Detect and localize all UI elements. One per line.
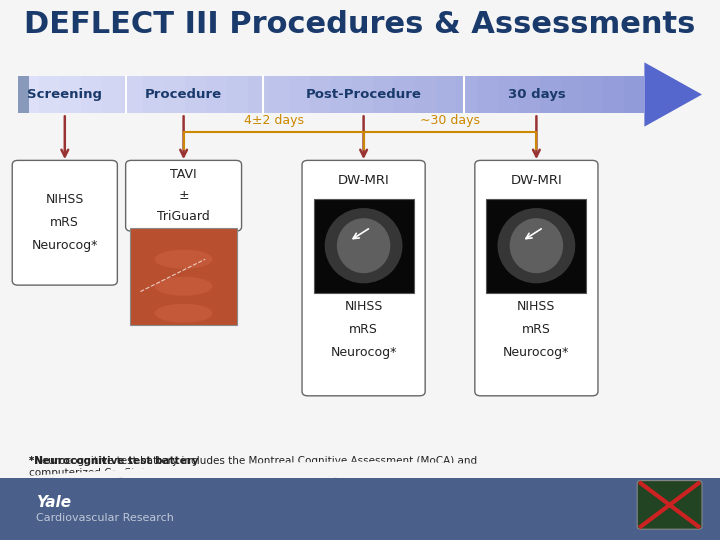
Polygon shape [624,76,644,113]
Text: DEFLECT III Procedures & Assessments: DEFLECT III Procedures & Assessments [24,10,696,39]
FancyBboxPatch shape [637,481,702,529]
FancyBboxPatch shape [314,199,413,293]
Polygon shape [561,76,582,113]
Polygon shape [39,76,60,113]
Polygon shape [456,76,477,113]
Polygon shape [122,76,143,113]
Polygon shape [269,76,289,113]
Text: Yale: Yale [36,495,71,510]
Text: 30 days: 30 days [508,88,565,101]
Ellipse shape [337,218,390,273]
FancyBboxPatch shape [125,160,241,231]
Text: Cardiovascular Research: Cardiovascular Research [36,514,174,523]
Polygon shape [415,76,436,113]
FancyBboxPatch shape [302,160,425,396]
Text: TAVI
±
TriGuard: TAVI ± TriGuard [157,168,210,223]
Polygon shape [394,76,415,113]
Polygon shape [603,76,624,113]
Polygon shape [102,76,122,113]
Polygon shape [0,462,720,478]
Text: DW-MRI: DW-MRI [510,174,562,187]
FancyBboxPatch shape [18,76,29,113]
Polygon shape [206,76,227,113]
Ellipse shape [325,208,402,284]
Polygon shape [310,76,331,113]
Polygon shape [582,76,603,113]
FancyBboxPatch shape [0,478,720,540]
Polygon shape [498,76,519,113]
Text: NIHSS
mRS
Neurocog*: NIHSS mRS Neurocog* [32,193,98,252]
Polygon shape [185,76,206,113]
Ellipse shape [155,276,212,296]
Ellipse shape [155,249,212,268]
Ellipse shape [498,208,575,284]
Text: Screening: Screening [27,88,102,101]
Polygon shape [289,76,310,113]
FancyBboxPatch shape [130,228,238,325]
Text: Procedure: Procedure [145,88,222,101]
Polygon shape [436,76,456,113]
Text: Post-Procedure: Post-Procedure [306,88,421,101]
Polygon shape [143,76,164,113]
Polygon shape [164,76,185,113]
Polygon shape [644,62,702,126]
Polygon shape [373,76,394,113]
Polygon shape [331,76,352,113]
Text: NIHSS
mRS
Neurocog*: NIHSS mRS Neurocog* [330,300,397,359]
FancyBboxPatch shape [475,160,598,396]
FancyBboxPatch shape [487,199,587,293]
Polygon shape [477,76,498,113]
Polygon shape [227,76,248,113]
Polygon shape [60,76,81,113]
Ellipse shape [510,218,563,273]
Polygon shape [519,76,540,113]
Text: *Neurocognitive test battery: *Neurocognitive test battery [29,456,202,467]
Text: 4±2 days: 4±2 days [243,114,304,127]
Polygon shape [248,76,269,113]
Polygon shape [352,76,373,113]
Text: DW-MRI: DW-MRI [338,174,390,187]
Text: ∼30 days: ∼30 days [420,114,480,127]
Text: *Neurocognitive test battery includes the Montreal Cognitive Assessment (MoCA) a: *Neurocognitive test battery includes th… [29,456,477,489]
Polygon shape [81,76,102,113]
Polygon shape [18,76,39,113]
Ellipse shape [155,303,212,322]
Polygon shape [18,76,644,113]
FancyBboxPatch shape [12,160,117,285]
Text: NIHSS
mRS
Neurocog*: NIHSS mRS Neurocog* [503,300,570,359]
Polygon shape [540,76,561,113]
